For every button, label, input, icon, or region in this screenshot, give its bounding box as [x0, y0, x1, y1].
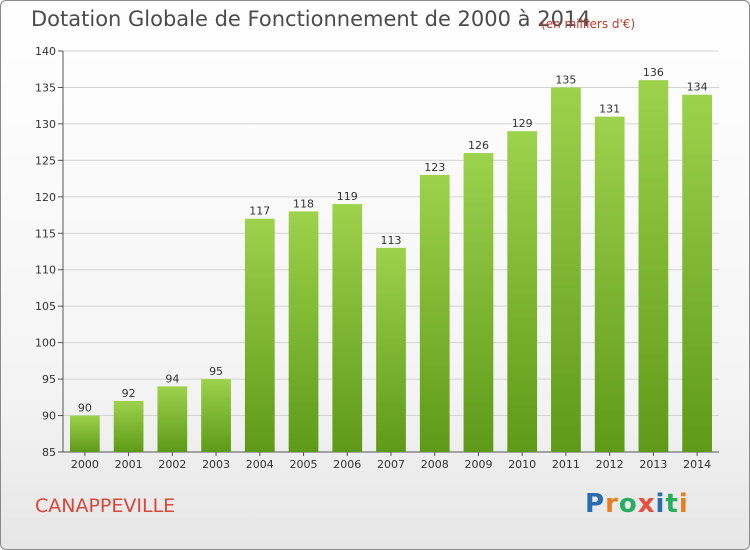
- y-tick-label: 85: [42, 446, 56, 459]
- bar-2006: [332, 204, 363, 452]
- x-tick-label: 2007: [377, 458, 405, 471]
- x-tick-label: 2013: [639, 458, 667, 471]
- x-tick-label: 2004: [246, 458, 274, 471]
- bar-2003: [201, 379, 231, 452]
- chart-title: Dotation Globale de Fonctionnement de 20…: [31, 7, 591, 31]
- logo-letter: i: [678, 489, 689, 519]
- x-tick-label: 2010: [508, 458, 536, 471]
- y-tick-label: 90: [42, 410, 56, 423]
- x-tick-label: 2012: [596, 458, 624, 471]
- x-tick-label: 2011: [552, 458, 580, 471]
- value-label: 123: [424, 161, 445, 174]
- bar-2007: [376, 247, 406, 452]
- bar-2004: [244, 218, 275, 452]
- y-tick-label: 130: [35, 118, 56, 131]
- x-tick-label: 2002: [158, 458, 186, 471]
- bar-2014: [682, 94, 713, 452]
- bar-2001: [113, 400, 144, 452]
- value-label: 95: [209, 365, 223, 378]
- logo-letter: x: [637, 489, 656, 519]
- value-label: 126: [468, 139, 489, 152]
- x-tick-label: 2008: [421, 458, 449, 471]
- x-tick-label: 2006: [333, 458, 361, 471]
- logo-letter: P: [585, 489, 606, 519]
- value-label: 117: [249, 205, 270, 218]
- y-tick-label: 105: [35, 300, 56, 313]
- y-tick-label: 140: [35, 45, 56, 58]
- y-tick-labels: 85 90 95 100 105 110 115 120 125 130 135 140: [35, 45, 56, 459]
- unit-note: (en milliers d'€): [541, 17, 636, 31]
- x-tick-labels: 2000 2001 2002 2003 2004 2005 2006 2007 2008 2009…: [71, 458, 711, 471]
- value-label: 134: [687, 81, 708, 94]
- bar-2005: [288, 211, 319, 452]
- proxiti-logo: Proxiti: [585, 489, 689, 519]
- y-tick-label: 95: [42, 373, 56, 386]
- bar-2009: [463, 153, 494, 452]
- x-tick-label: 2005: [290, 458, 318, 471]
- bar-2012: [594, 116, 625, 453]
- x-tick-label: 2009: [464, 458, 492, 471]
- value-labels: 90 92 94 95 117 118 119 113 123 126 129 135 131 136 13…: [78, 66, 708, 414]
- logo-letter: o: [618, 489, 638, 519]
- bar-2011: [551, 87, 581, 453]
- y-tick-label: 135: [35, 81, 56, 94]
- value-label: 136: [643, 66, 664, 79]
- value-label: 113: [381, 234, 402, 247]
- y-tick-label: 115: [35, 227, 56, 240]
- y-tick-label: 100: [35, 337, 56, 350]
- commune-name: CANAPPEVILLE: [35, 495, 176, 517]
- value-label: 131: [599, 103, 620, 116]
- value-label: 129: [512, 117, 533, 130]
- logo-letter: r: [605, 489, 619, 519]
- value-label: 94: [165, 372, 179, 385]
- bars: [69, 80, 713, 453]
- y-tick-label: 125: [35, 154, 56, 167]
- logo-letter: t: [665, 489, 679, 519]
- x-tick-label: 2001: [115, 458, 143, 471]
- value-label: 90: [78, 402, 92, 415]
- bar-2008: [419, 174, 450, 453]
- bar-2000: [69, 415, 100, 452]
- bar-2013: [638, 80, 669, 452]
- value-label: 92: [122, 387, 136, 400]
- value-label: 118: [293, 197, 314, 210]
- bar-2002: [157, 386, 188, 452]
- bar-2010: [507, 131, 538, 452]
- logo-letter: i: [655, 489, 666, 519]
- value-label: 119: [337, 190, 358, 203]
- y-tick-label: 120: [35, 191, 56, 204]
- x-tick-label: 2014: [683, 458, 711, 471]
- x-tick-label: 2000: [71, 458, 99, 471]
- x-tick-label: 2003: [202, 458, 230, 471]
- y-tick-label: 110: [35, 264, 56, 277]
- value-label: 135: [555, 73, 576, 86]
